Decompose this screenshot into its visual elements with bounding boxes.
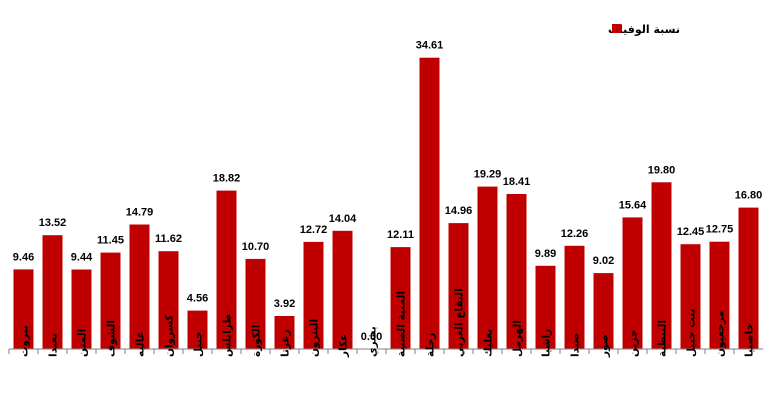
x-tick-label: طرابلس xyxy=(222,314,234,357)
data-label: 14.04 xyxy=(329,213,357,225)
bar xyxy=(216,190,237,349)
data-label: 14.96 xyxy=(445,205,473,217)
bar xyxy=(303,241,324,349)
x-tick-label: المنية الضنية xyxy=(396,291,408,357)
data-label: 12.75 xyxy=(706,224,734,236)
x-tick-label: كسروان xyxy=(164,314,176,357)
data-label: 19.80 xyxy=(648,164,676,176)
bar xyxy=(245,258,266,349)
x-tick-label: عاليه xyxy=(135,331,147,357)
data-label: 9.89 xyxy=(535,248,556,260)
data-label: 34.61 xyxy=(416,40,444,52)
data-label: 9.46 xyxy=(13,251,34,263)
x-tick-label: الهرمل xyxy=(512,320,524,357)
data-label: 4.56 xyxy=(187,293,208,305)
x-tick-label: البقاع الغربي xyxy=(454,288,466,357)
bar xyxy=(158,251,179,349)
data-label: 15.64 xyxy=(619,199,647,211)
x-tick-label: النبطية xyxy=(657,320,669,357)
bar xyxy=(390,247,411,349)
data-label: 11.45 xyxy=(97,235,124,247)
bar xyxy=(100,252,121,349)
data-label: 9.02 xyxy=(593,255,614,267)
x-tick-label: جبيل xyxy=(193,331,205,357)
x-tick-label: بيروت xyxy=(19,325,31,357)
data-label: 16.80 xyxy=(735,190,763,202)
legend-swatch xyxy=(612,24,621,33)
x-tick-label: بعبدا xyxy=(48,333,60,357)
bar xyxy=(651,182,672,349)
x-tick-label: بنت جبيل xyxy=(686,308,698,357)
data-label: 9.44 xyxy=(71,252,93,264)
bar xyxy=(477,186,498,349)
legend-label: نسبة الوفيات xyxy=(608,23,680,36)
x-tick-label: زحلة xyxy=(425,333,437,357)
data-label: 11.62 xyxy=(155,233,182,245)
x-tick-label: الشوف xyxy=(106,320,118,357)
x-tick-label: بشري xyxy=(367,326,379,357)
data-label: 10.70 xyxy=(242,241,270,253)
x-tick-label: عكار xyxy=(338,334,350,358)
x-tick-label: زغرتا xyxy=(280,329,292,357)
bar xyxy=(42,235,63,349)
x-tick-label: راشيا xyxy=(541,329,553,357)
bar xyxy=(709,241,730,349)
data-label: 14.79 xyxy=(126,207,154,219)
bar xyxy=(332,230,353,349)
x-tick-label: حاصبيا xyxy=(744,323,756,357)
bar xyxy=(535,265,556,349)
bar xyxy=(419,57,440,349)
bar xyxy=(71,269,92,349)
data-label: 12.26 xyxy=(561,228,589,240)
bar xyxy=(448,223,469,349)
data-label: 0.00 xyxy=(361,331,382,343)
bar xyxy=(593,273,614,349)
x-tick-label: مرجعيون xyxy=(715,311,727,357)
data-label: 3.92 xyxy=(274,298,295,310)
data-label: 13.52 xyxy=(39,217,67,229)
x-tick-label: الكورة xyxy=(251,325,263,357)
bar xyxy=(680,244,701,349)
x-tick-label: جزين xyxy=(628,330,640,358)
bar xyxy=(738,207,759,349)
bar xyxy=(622,217,643,349)
x-tick-label: المتن xyxy=(77,329,89,357)
bar xyxy=(187,310,208,349)
x-tick-label: صيدا xyxy=(570,333,582,357)
bar xyxy=(129,224,150,349)
data-label: 12.72 xyxy=(300,224,328,236)
data-label: 12.11 xyxy=(387,229,414,241)
data-label: 19.29 xyxy=(474,169,502,181)
data-label: 18.82 xyxy=(213,173,241,185)
bar xyxy=(13,269,34,349)
bar xyxy=(564,245,585,349)
x-tick-label: بعلبك xyxy=(483,329,495,357)
x-tick-label: صور xyxy=(599,334,611,358)
bar xyxy=(506,194,527,349)
data-label: 12.45 xyxy=(677,226,705,238)
bar xyxy=(274,316,295,349)
legend: نسبة الوفيات xyxy=(608,23,680,36)
x-tick-label: البترون xyxy=(309,319,321,357)
data-label: 18.41 xyxy=(503,176,531,188)
